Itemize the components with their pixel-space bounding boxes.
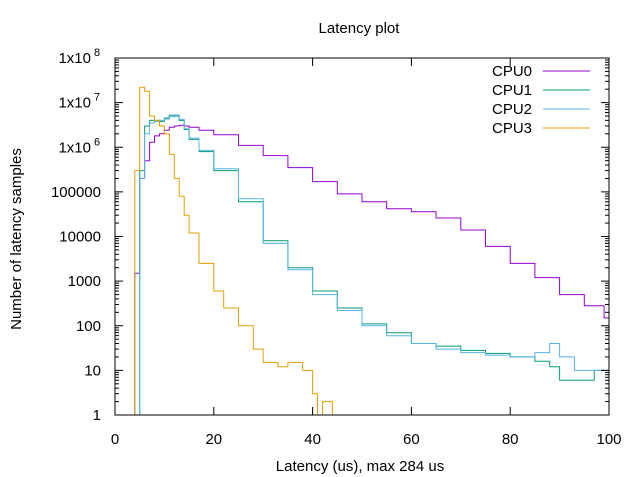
x-tick-label: 40 xyxy=(304,431,321,448)
y-tick-label: 10000 xyxy=(59,229,101,246)
x-tick-label: 0 xyxy=(111,431,119,448)
x-tick-label: 20 xyxy=(205,431,222,448)
y-tick-label: 1x10 xyxy=(58,95,91,112)
y-tick-label: 1x10 xyxy=(58,50,91,67)
x-axis-label: Latency (us), max 284 us xyxy=(276,458,444,475)
y-tick-label-exponent: 6 xyxy=(94,136,100,148)
y-tick-label: 10 xyxy=(84,362,101,379)
y-axis-label: Number of latency samples xyxy=(8,148,25,330)
x-tick-label: 80 xyxy=(502,431,519,448)
legend-label-cpu2: CPU2 xyxy=(492,101,532,118)
y-tick-label: 1x10 xyxy=(58,139,91,156)
y-tick-label-exponent: 7 xyxy=(94,92,100,104)
y-tick-label: 100 xyxy=(76,318,101,335)
legend-label-cpu1: CPU1 xyxy=(492,82,532,99)
chart-title: Latency plot xyxy=(319,20,401,37)
y-tick-label: 1 xyxy=(93,407,101,424)
y-tick-label: 1000 xyxy=(68,273,101,290)
series-line-cpu0 xyxy=(129,124,609,415)
plot-area xyxy=(129,86,609,415)
series-line-cpu3 xyxy=(129,86,609,415)
legend: CPU0 CPU1 CPU2 CPU3 xyxy=(492,63,590,137)
y-tick-label: 100000 xyxy=(51,184,101,201)
y-tick-label-exponent: 8 xyxy=(94,47,100,59)
series-group xyxy=(129,86,609,415)
x-tick-label: 60 xyxy=(403,431,420,448)
x-tick-label: 100 xyxy=(596,431,621,448)
legend-label-cpu3: CPU3 xyxy=(492,120,532,137)
legend-label-cpu0: CPU0 xyxy=(492,63,532,80)
